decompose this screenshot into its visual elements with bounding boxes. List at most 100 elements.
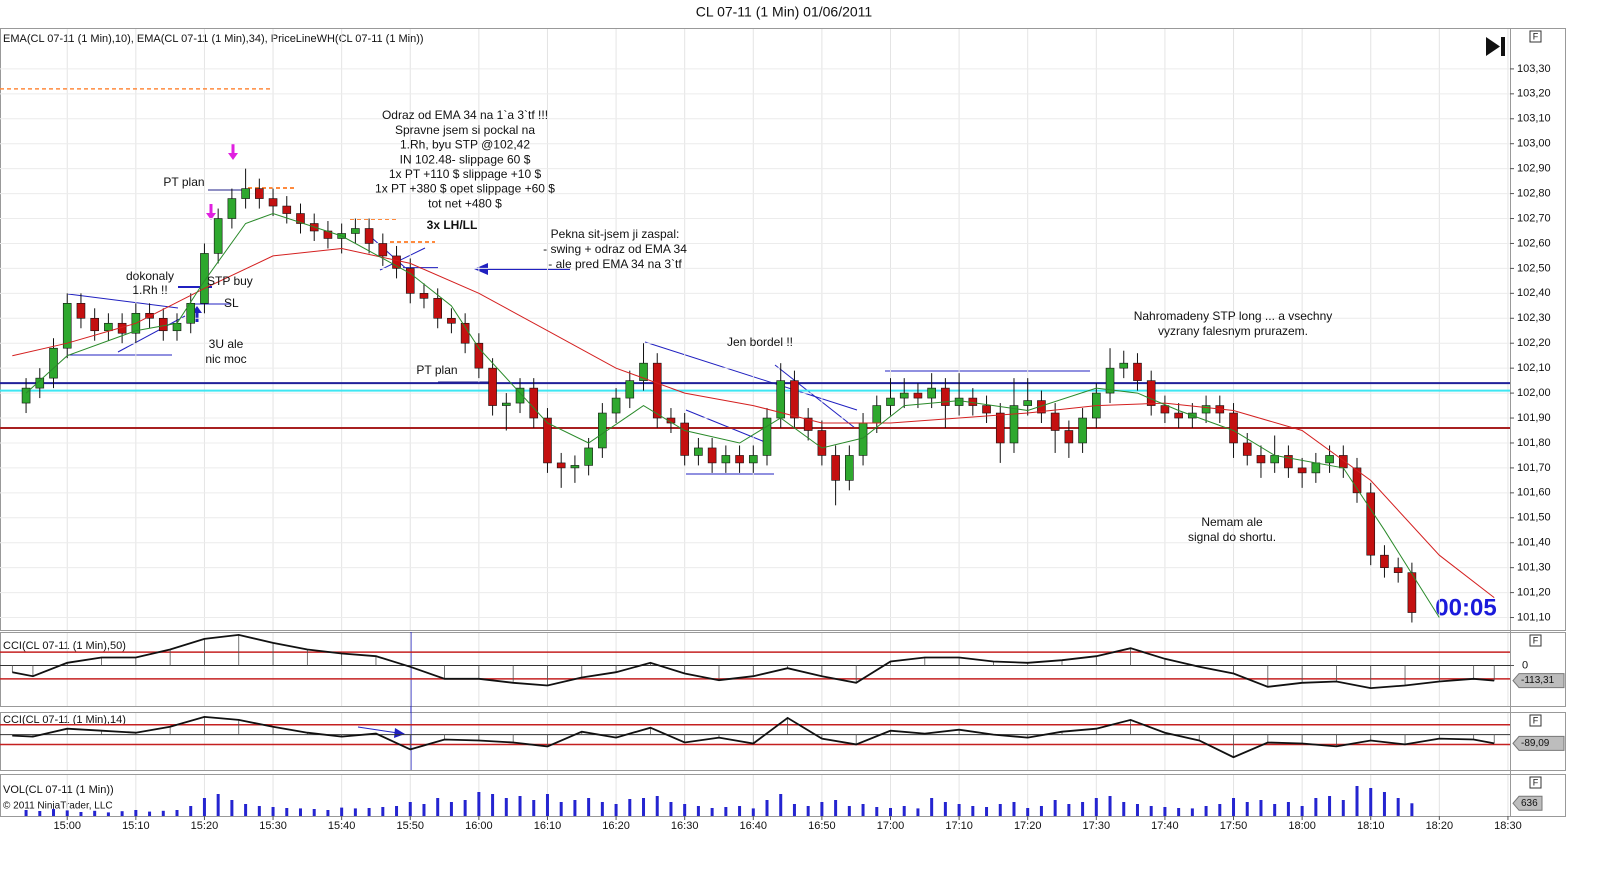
volume-bar [353,808,357,816]
play-bar[interactable] [1501,37,1505,56]
candle-body [1311,462,1321,474]
candle-body [831,455,840,481]
annotation: nic moc [205,352,246,366]
candle-body [858,422,868,456]
y-tick-label: 101,10 [1517,611,1551,623]
volume-bar [1300,806,1304,816]
panel-button[interactable] [1529,634,1542,647]
candle-body [941,387,950,406]
candle-body [405,268,415,294]
panel-button[interactable] [1529,714,1542,727]
volume-bar [1204,806,1208,816]
volume-bar [271,807,275,816]
volume-bar [38,811,42,816]
volume-bar [326,810,330,816]
volume-bar [1232,798,1236,816]
volume-bar [1177,808,1181,816]
volume-bar [1012,802,1016,816]
volume-bar [216,794,220,816]
annotation: PT plan [416,363,457,377]
candle-body [502,402,511,406]
annotation: STP buy [207,274,253,288]
arrow [357,726,399,734]
volume-bar [189,806,193,816]
annotation: dokonaly [126,269,174,283]
y-tick-label: 101,60 [1517,487,1551,499]
volume-bar [1122,802,1126,816]
volume-bar [875,807,879,816]
cci14-label: CCI(CL 07-11 (1 Min),14) [3,714,126,726]
panel-button[interactable] [1529,30,1542,43]
play-triangle[interactable] [1486,37,1500,56]
price-panel [0,28,1566,631]
volume-bar [1067,804,1071,816]
volume-bar [518,796,522,816]
volume-bar [710,808,714,816]
candle-body [1009,405,1019,444]
volume-bar [545,794,549,816]
annotation: Spravne jsem si pockal na [395,123,535,137]
play-icon[interactable] [1486,37,1505,56]
candle-body [364,228,374,244]
candle-body [35,377,45,389]
volume-bar [312,809,316,816]
y-tick-label: 102,20 [1517,337,1551,349]
candle-body [268,198,278,207]
candle-body [1380,554,1389,568]
volume-bar [943,802,947,816]
volume-bar [587,798,591,816]
candle-body [474,342,484,369]
cci-line [12,715,1495,759]
y-tick-label: 0 [1522,659,1528,671]
candle-body [790,380,799,419]
candle-body [1256,455,1266,464]
candle-body [1352,467,1362,494]
volume-bar [696,806,700,816]
candle-body [1050,412,1060,431]
volume-bar [532,800,536,816]
candle-body [1229,412,1238,444]
volume-bar [614,804,618,816]
candle-body [1297,467,1307,474]
x-tick-label: 16:30 [671,820,699,832]
volume-bar [175,810,179,816]
x-tick-label: 18:30 [1494,820,1522,832]
x-tick-label: 16:20 [602,820,630,832]
volume-bar [395,806,399,816]
candle-body [433,298,443,319]
candle-body [556,462,566,469]
annotation: SL [224,296,239,310]
panel-button[interactable] [1529,776,1542,789]
candle-body [172,322,182,332]
candle-body [886,397,895,406]
volume-bar [916,808,920,816]
panel-button-label: F [1533,777,1539,787]
y-tick-label: 102,10 [1517,362,1551,374]
candle-body [255,188,264,199]
volume-bar [381,807,385,816]
ema-line [12,247,1495,598]
volume-bar [751,808,755,816]
volume-label: VOL(CL 07-11 (1 Min)) [3,784,114,796]
candle-body [1105,367,1115,394]
candle-body [76,303,86,319]
volume-bar [834,800,838,816]
marker-head [228,153,238,160]
candle-body [1270,455,1279,464]
candle-body [666,417,676,424]
y-tick-label: 103,10 [1517,113,1551,125]
candle-body [584,447,593,466]
cci50-label: CCI(CL 07-11 (1 Min),50) [3,640,126,652]
y-tick-label: 102,00 [1517,387,1551,399]
volume-bar [683,804,687,816]
annotation: 1x PT +380 $ opet slippage +60 $ [375,182,555,196]
annotation: Nemam ale [1201,515,1263,529]
candle-body [1407,572,1417,613]
y-tick-label: 102,90 [1517,163,1551,175]
volume-bar [491,794,495,816]
candle-body [611,397,621,414]
candle-body [1393,567,1403,573]
x-tick-label: 17:00 [877,820,905,832]
volume-bar [65,810,69,816]
annotation: Pekna sit-jsem ji zaspal: [551,227,680,241]
